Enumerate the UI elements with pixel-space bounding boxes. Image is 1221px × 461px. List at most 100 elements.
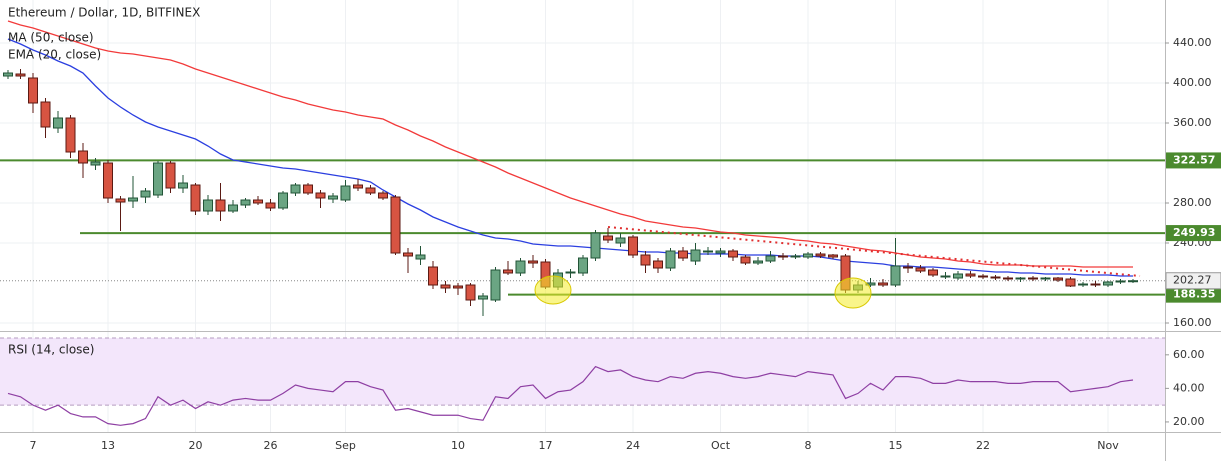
candle-body — [965, 273, 976, 277]
candle-body — [815, 253, 826, 257]
candle-body — [315, 192, 326, 199]
x-tick-label: 10 — [451, 439, 465, 452]
candle-body — [715, 250, 726, 254]
ma-line — [7, 38, 1133, 277]
y-tick-label: 60.00 — [1173, 348, 1205, 361]
candle-body — [378, 192, 388, 199]
rsi-line — [7, 365, 1134, 426]
candle-body — [353, 184, 363, 189]
y-tick-label: 440.00 — [1173, 36, 1212, 49]
candle-body — [978, 275, 988, 278]
candle-body — [953, 273, 963, 279]
candle-body — [590, 232, 601, 259]
candle-body — [528, 260, 538, 264]
chart-title: Ethereum / Dollar, 1D, BITFINEX — [8, 6, 200, 20]
candle-body — [1040, 277, 1051, 280]
candle-body — [503, 269, 513, 274]
candle-body — [153, 162, 163, 196]
candle-body — [415, 254, 426, 260]
plot — [0, 20, 1165, 426]
x-tick-label: 26 — [264, 439, 278, 452]
x-tick-label: 15 — [889, 439, 903, 452]
candle-body — [1003, 277, 1013, 280]
candle-body — [1015, 277, 1026, 280]
highlight — [834, 277, 872, 309]
candle-body — [1128, 280, 1138, 283]
candle-body — [640, 254, 651, 266]
candle-body — [603, 235, 613, 241]
candle-body — [940, 275, 951, 278]
candle-body — [653, 260, 663, 269]
y-tick-label: 20.00 — [1173, 415, 1205, 428]
candle-body — [128, 197, 138, 202]
rsi-band — [0, 338, 1165, 406]
candle-body — [228, 204, 238, 212]
x-tick-label: Sep — [335, 439, 356, 452]
candle-body — [515, 260, 526, 274]
candle-body — [803, 253, 813, 258]
candle-body — [903, 266, 913, 269]
candle-body — [390, 196, 401, 254]
ma-line — [7, 20, 1133, 268]
candle-body — [728, 250, 738, 258]
candle-body — [365, 187, 376, 194]
candle-body — [790, 255, 801, 258]
candle-body — [240, 199, 251, 206]
candle-body — [215, 199, 226, 212]
candle-body — [665, 250, 676, 269]
candle-body — [765, 255, 776, 262]
candle-body — [1065, 278, 1076, 287]
grid — [0, 0, 1165, 432]
candle-body — [28, 77, 38, 104]
candle-body — [265, 202, 276, 209]
candle-body — [65, 117, 76, 153]
candle-body — [428, 266, 438, 286]
candle-body — [1103, 281, 1113, 286]
x-tick-label: 24 — [626, 439, 640, 452]
candle-body — [78, 150, 88, 164]
candle-body — [403, 252, 413, 257]
legend-entry: MA (50, close) — [8, 31, 94, 45]
candle-body — [165, 162, 176, 189]
last-price-box — [1165, 272, 1221, 290]
x-tick-label: 17 — [539, 439, 553, 452]
y-tick-label: 280.00 — [1173, 196, 1212, 209]
candle-body — [678, 250, 688, 259]
candle-body — [915, 267, 926, 272]
candle-body — [703, 250, 713, 253]
candle-body — [140, 190, 151, 198]
candle-body — [690, 249, 701, 262]
candle-body — [465, 284, 476, 301]
candle-body — [115, 198, 126, 203]
candle-body — [290, 184, 301, 194]
candle-body — [203, 199, 213, 212]
pane-title: RSI (14, close) — [8, 343, 94, 357]
candle-body — [615, 237, 626, 244]
candle-body — [3, 72, 13, 77]
candle-body — [328, 195, 338, 200]
x-tick-label: 8 — [805, 439, 812, 452]
candle-body — [1028, 277, 1038, 280]
highlight — [534, 275, 572, 305]
candle-body — [578, 257, 588, 274]
x-tick-label: 20 — [189, 439, 203, 452]
candle-body — [1053, 277, 1063, 281]
y-tick-label: 360.00 — [1173, 116, 1212, 129]
level-label-box — [1166, 225, 1221, 242]
candle-body — [440, 284, 451, 289]
candle-body — [490, 269, 501, 301]
candle-body — [15, 73, 26, 77]
candle-body — [53, 117, 63, 129]
candle-body — [740, 256, 751, 264]
candle-body — [303, 184, 313, 194]
last-price-label: 202.27 — [1173, 274, 1212, 287]
candle-body — [878, 282, 888, 286]
y-tick-label: 40.00 — [1173, 381, 1205, 394]
x-tick-label: 22 — [976, 439, 990, 452]
x-tick-label: Nov — [1097, 439, 1119, 452]
x-tick-label: Oct — [711, 439, 731, 452]
candle-body — [753, 260, 763, 264]
candle-body — [453, 285, 463, 289]
